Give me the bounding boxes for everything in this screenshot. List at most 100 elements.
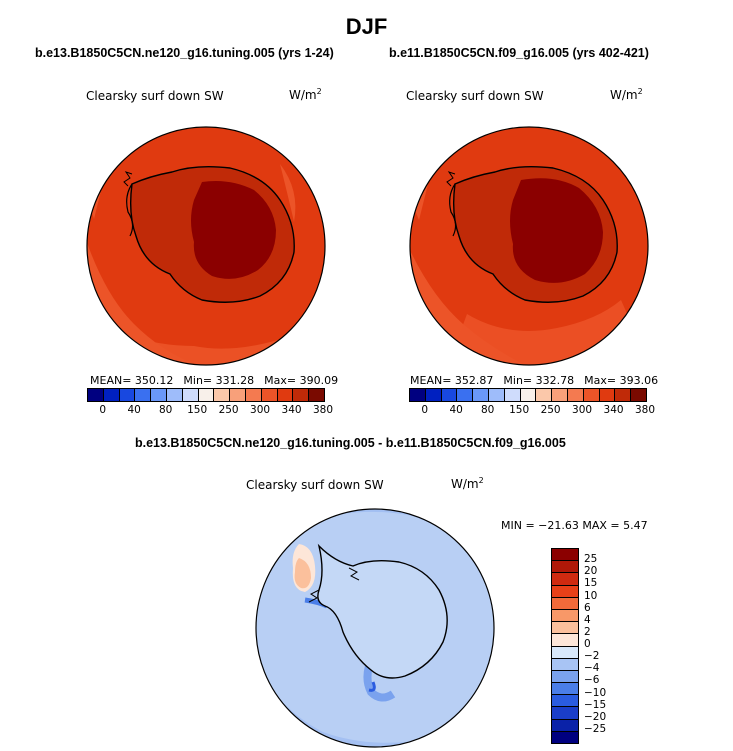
diff-colorbar-tick-label: 25	[584, 553, 598, 566]
left-colorbar-swatch	[103, 389, 120, 401]
right-colorbar-swatch	[583, 389, 600, 401]
diff-colorbar-swatch	[552, 549, 578, 562]
left-colorbar-swatch	[309, 389, 324, 401]
left-colorbar-tick-label: 150	[187, 404, 208, 416]
left-max: Max= 390.09	[264, 374, 339, 387]
left-min: Min= 331.28	[183, 374, 255, 387]
diff-colorbar-swatch	[552, 597, 578, 610]
left-colorbar-labels: 0 40 80 150 250 300 340 380	[87, 404, 333, 418]
right-colorbar-labels: 0 40 80 150 250 300 340 380	[409, 404, 655, 418]
diff-colorbar-tick-label: −4	[584, 662, 600, 675]
diff-colorbar-swatch	[552, 731, 578, 743]
diff-colorbar-tick-label: 6	[584, 601, 591, 614]
diff-case-title: b.e13.B1850C5CN.ne120_g16.tuning.005 - b…	[135, 436, 566, 450]
left-case-title: b.e13.B1850C5CN.ne120_g16.tuning.005 (yr…	[35, 46, 334, 60]
diff-colorbar-swatch	[552, 719, 578, 732]
diff-colorbar-swatch	[552, 561, 578, 574]
right-colorbar-tick-label: 380	[634, 404, 656, 416]
right-case-title: b.e11.B1850C5CN.f09_g16.005 (yrs 402-421…	[389, 46, 649, 60]
right-mean: MEAN= 352.87	[410, 374, 494, 387]
right-colorbar-swatch	[425, 389, 442, 401]
left-colorbar-swatch	[230, 389, 246, 401]
right-colorbar	[409, 388, 647, 402]
left-colorbar-swatch	[214, 389, 231, 401]
right-colorbar-tick-label: 300	[572, 404, 593, 416]
right-colorbar-tick-label: 80	[480, 404, 495, 416]
diff-colorbar-tick-label: −15	[584, 698, 607, 711]
diff-colorbar-swatch	[552, 622, 578, 635]
left-stats: MEAN= 350.12 Min= 331.28 Max= 390.09	[90, 374, 348, 387]
diff-colorbar-swatch	[552, 634, 578, 647]
left-colorbar-swatch	[182, 389, 199, 401]
right-colorbar-tick-label: 0	[421, 404, 429, 416]
diff-min-max: MIN = −21.63 MAX = 5.47	[501, 519, 648, 532]
diff-colorbar-tick-label: 2	[584, 625, 591, 638]
diff-colorbar-swatch	[552, 683, 578, 696]
right-max: Max= 393.06	[584, 374, 659, 387]
diff-colorbar-swatch	[552, 670, 578, 684]
diff-colorbar-tick-label: 20	[584, 565, 598, 578]
right-colorbar-tick-label: 250	[540, 404, 561, 416]
right-colorbar-swatch	[504, 389, 521, 401]
diff-colorbar-tick-label: 15	[584, 577, 598, 590]
left-polar-map	[86, 126, 326, 366]
diff-colorbar-tick-label: −25	[584, 722, 607, 735]
left-colorbar-tick-label: 380	[312, 404, 334, 416]
right-colorbar-swatch	[567, 389, 584, 401]
right-panel-title: Clearsky surf down SW	[406, 89, 544, 103]
right-colorbar-tick-label: 340	[603, 404, 624, 416]
right-colorbar-swatch	[615, 389, 632, 401]
left-colorbar-tick-label: 340	[281, 404, 302, 416]
diff-colorbar-labels: 25 20 15 10 6 4 2 0 −2 −4 −6 −10 −15 −20 −25	[584, 548, 624, 744]
right-min: Min= 332.78	[503, 374, 575, 387]
left-colorbar-swatch	[119, 389, 136, 401]
left-colorbar-tick-label: 40	[127, 404, 141, 416]
diff-colorbar-tick-label: −10	[584, 686, 607, 699]
left-colorbar-tick-label: 250	[218, 404, 239, 416]
right-colorbar-swatch	[552, 389, 568, 401]
diff-colorbar-swatch	[552, 646, 578, 659]
diff-colorbar	[551, 548, 579, 744]
right-colorbar-swatch	[457, 389, 474, 401]
diff-colorbar-swatch	[552, 573, 578, 586]
diff-colorbar-swatch	[552, 658, 578, 671]
right-colorbar-tick-label: 40	[449, 404, 463, 416]
diff-colorbar-swatch	[552, 695, 578, 708]
right-panel-units: W/m2	[610, 87, 643, 102]
diff-colorbar-swatch	[552, 707, 578, 720]
right-colorbar-swatch	[631, 389, 646, 401]
left-colorbar-swatch	[245, 389, 262, 401]
left-colorbar-swatch	[293, 389, 310, 401]
left-colorbar-swatch	[166, 389, 183, 401]
right-colorbar-swatch	[410, 389, 426, 401]
diff-colorbar-tick-label: −2	[584, 650, 600, 663]
left-colorbar-swatch	[135, 389, 152, 401]
right-colorbar-swatch	[599, 389, 616, 401]
right-colorbar-tick-label: 150	[509, 404, 530, 416]
diff-panel-units: W/m2	[451, 476, 484, 491]
right-polar-map	[409, 126, 649, 366]
left-colorbar-tick-label: 300	[250, 404, 271, 416]
right-colorbar-swatch	[488, 389, 505, 401]
diff-colorbar-swatch	[552, 609, 578, 623]
diff-colorbar-tick-label: 0	[584, 638, 591, 650]
left-colorbar-tick-label: 80	[158, 404, 173, 416]
right-colorbar-swatch	[536, 389, 553, 401]
left-colorbar-swatch	[88, 389, 104, 401]
diff-colorbar-swatch	[552, 585, 578, 598]
right-colorbar-swatch	[520, 389, 537, 401]
left-colorbar	[87, 388, 325, 402]
left-colorbar-tick-label: 0	[99, 404, 107, 416]
left-panel-units: W/m2	[289, 87, 322, 102]
diff-colorbar-tick-label: 10	[584, 589, 598, 602]
left-mean: MEAN= 350.12	[90, 374, 174, 387]
season-title: DJF	[345, 14, 388, 39]
right-colorbar-swatch	[441, 389, 458, 401]
left-colorbar-swatch	[277, 389, 294, 401]
left-panel-title: Clearsky surf down SW	[86, 89, 224, 103]
diff-polar-map	[255, 508, 495, 748]
right-stats: MEAN= 352.87 Min= 332.78 Max= 393.06	[410, 374, 668, 387]
left-colorbar-swatch	[261, 389, 278, 401]
right-colorbar-swatch	[473, 389, 489, 401]
diff-colorbar-tick-label: −20	[584, 710, 607, 723]
